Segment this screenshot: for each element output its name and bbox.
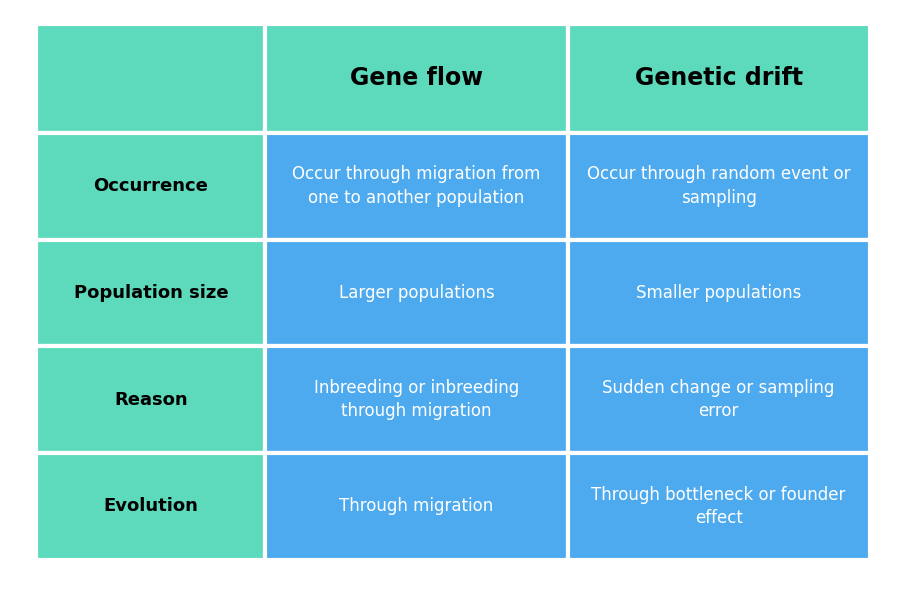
Text: Inbreeding or inbreeding
through migration: Inbreeding or inbreeding through migrati… — [313, 379, 519, 421]
Bar — [567, 453, 870, 560]
Text: Occurrence: Occurrence — [93, 177, 208, 195]
Text: Occur through migration from
one to another population: Occur through migration from one to anot… — [293, 166, 541, 207]
Text: Genetic drift: Genetic drift — [634, 67, 803, 91]
Bar — [265, 346, 567, 453]
Text: Through bottleneck or founder
effect: Through bottleneck or founder effect — [592, 485, 846, 527]
Text: Occur through random event or
sampling: Occur through random event or sampling — [587, 166, 851, 207]
Text: Reason: Reason — [114, 391, 188, 409]
Bar — [36, 453, 265, 560]
Bar — [36, 24, 265, 133]
Bar — [567, 24, 870, 133]
Bar — [567, 133, 870, 239]
Text: Evolution: Evolution — [103, 497, 198, 515]
Text: Smaller populations: Smaller populations — [636, 284, 802, 302]
Text: Gene flow: Gene flow — [350, 67, 483, 91]
Bar — [36, 346, 265, 453]
Text: Larger populations: Larger populations — [339, 284, 495, 302]
Bar — [265, 133, 567, 239]
Text: Population size: Population size — [73, 284, 228, 302]
Text: Sudden change or sampling
error: Sudden change or sampling error — [602, 379, 834, 421]
Bar — [36, 133, 265, 239]
Bar — [265, 24, 567, 133]
Bar — [36, 239, 265, 346]
Text: Through migration: Through migration — [340, 497, 494, 515]
Bar — [265, 453, 567, 560]
Bar — [265, 239, 567, 346]
Bar — [567, 346, 870, 453]
Bar — [567, 239, 870, 346]
